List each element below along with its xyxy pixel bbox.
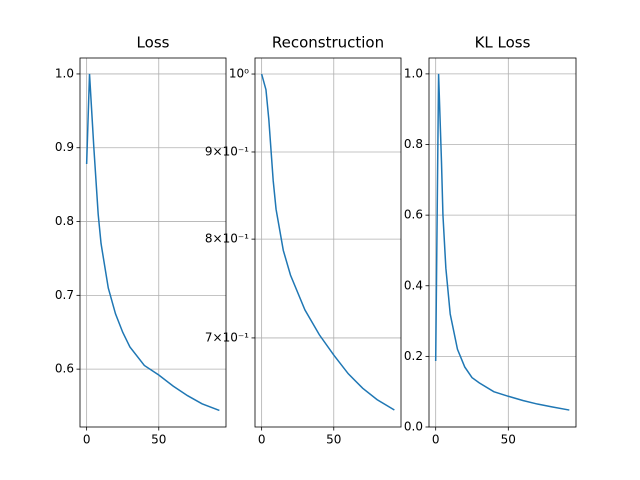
data-line	[85, 73, 220, 412]
data-line	[260, 73, 395, 411]
y-tick-label: 9×10⁻¹	[205, 144, 249, 158]
x-tick-label: 0	[83, 433, 91, 447]
y-tick-label: 0.6	[404, 208, 423, 222]
data-line	[434, 73, 570, 411]
y-tick-label: 0.2	[404, 349, 423, 363]
y-tick-label: 1.0	[404, 66, 423, 80]
y-tick-label: 0.9	[55, 140, 74, 154]
chart-title: Reconstruction	[272, 34, 384, 52]
y-tick-label: 1.0	[55, 66, 74, 80]
x-tick-label: 50	[326, 433, 341, 447]
x-tick-label: 0	[258, 433, 266, 447]
y-tick-label: 8×10⁻¹	[205, 232, 249, 246]
axes-frame	[79, 57, 227, 428]
chart-title: Loss	[137, 34, 170, 52]
chart-title: KL Loss	[475, 34, 531, 52]
x-tick-label: 50	[151, 433, 166, 447]
x-tick-label: 0	[432, 433, 440, 447]
y-tick-label: 0.6	[55, 362, 74, 376]
y-tick-label: 0.7	[55, 288, 74, 302]
y-tick-label: 0.8	[55, 214, 74, 228]
axes-frame	[254, 57, 402, 428]
y-tick-label: 0.8	[404, 137, 423, 151]
x-tick-label: 50	[501, 433, 516, 447]
y-tick-label: 0.4	[404, 278, 423, 292]
y-tick-label: 10⁰	[229, 67, 249, 81]
y-tick-label: 0.0	[404, 420, 423, 434]
y-tick-label: 7×10⁻¹	[205, 330, 249, 344]
axes-frame	[428, 57, 577, 428]
